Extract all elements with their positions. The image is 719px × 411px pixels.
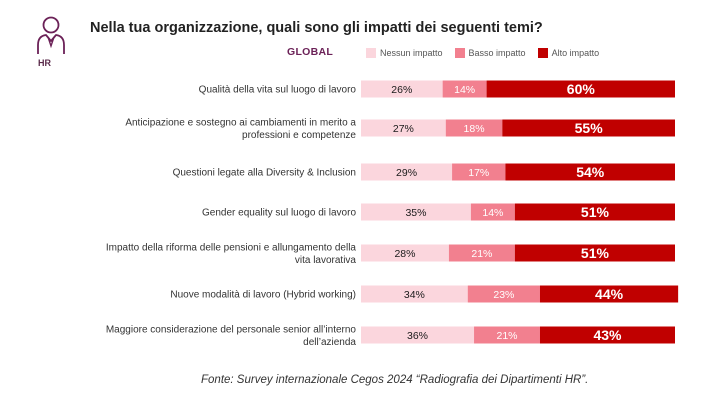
data-label: 43% (593, 327, 622, 343)
category-label: professioni e competenze (242, 130, 356, 141)
category-label: Nuove modalità di lavoro (Hybrid working… (170, 290, 356, 301)
data-label: 36% (407, 330, 428, 342)
data-label: 21% (471, 248, 492, 260)
chart-legend: Nessun impatto Basso impatto Alto impatt… (366, 48, 599, 58)
bar-segment-alto (505, 163, 675, 181)
data-label: 28% (394, 248, 415, 260)
legend-label: Alto impatto (551, 48, 600, 58)
category-label: Impatto della riforma delle pensioni e a… (106, 242, 357, 253)
bar-segment-alto (502, 119, 675, 137)
source-note: Fonte: Survey internazionale Cegos 2024 … (201, 374, 589, 386)
legend-item-alto: Alto impatto (537, 48, 600, 58)
hr-person-icon (34, 14, 68, 74)
legend-item-basso: Basso impatto (454, 48, 526, 58)
bar-segment-basso (470, 203, 515, 221)
legend-label: Nessun impatto (380, 48, 443, 58)
legend-label: Basso impatto (468, 48, 526, 58)
hr-badge-label: HR (38, 58, 51, 68)
bar-segment-alto (514, 203, 675, 221)
data-label: 23% (493, 289, 514, 301)
bar-segment-nessun (361, 119, 446, 137)
bar-segment-alto (539, 326, 675, 344)
bar-segment-basso (452, 163, 506, 181)
data-label: 35% (405, 207, 426, 219)
bar-segment-basso (442, 80, 487, 98)
chart-title: Nella tua organizzazione, quali sono gli… (90, 20, 543, 36)
bar-segment-alto (514, 244, 675, 262)
bar-segment-nessun (361, 203, 471, 221)
data-label: 29% (396, 167, 417, 179)
bar-segment-nessun (361, 80, 443, 98)
legend-item-nessun: Nessun impatto (366, 48, 443, 58)
data-label: 14% (454, 84, 475, 96)
bar-segment-nessun (361, 285, 468, 303)
data-label: 51% (581, 204, 610, 220)
data-label: 27% (393, 123, 414, 135)
category-label: Questioni legate alla Diversity & Inclus… (173, 168, 356, 179)
category-label: Maggiore considerazione del personale se… (106, 324, 357, 335)
data-label: 60% (567, 81, 596, 97)
data-label: 17% (468, 167, 489, 179)
category-label: vita lavorativa (295, 255, 357, 266)
data-label: 18% (464, 123, 485, 135)
bar-segment-alto (539, 285, 679, 303)
legend-swatch (366, 48, 376, 58)
bar-segment-nessun (361, 326, 475, 344)
category-label: dell’azienda (303, 337, 356, 348)
category-label: Gender equality sul luogo di lavoro (202, 208, 356, 219)
bar-segment-basso (445, 119, 503, 137)
data-label: 55% (575, 120, 604, 136)
data-label: 54% (576, 164, 605, 180)
data-label: 44% (595, 286, 624, 302)
data-label: 14% (482, 207, 503, 219)
bar-segment-basso (448, 244, 515, 262)
bar-segment-alto (486, 80, 675, 98)
data-label: 51% (581, 245, 610, 261)
data-label: 21% (497, 330, 518, 342)
legend-swatch (454, 48, 465, 58)
bar-segment-nessun (361, 163, 453, 181)
data-label: 34% (404, 289, 425, 301)
bar-segment-basso (467, 285, 540, 303)
bar-segment-nessun (361, 244, 449, 262)
legend-swatch (537, 48, 548, 58)
data-label: 26% (391, 84, 412, 96)
bar-segment-basso (474, 326, 540, 344)
category-label: Qualità della vita sul luogo di lavoro (199, 85, 357, 96)
group-label: GLOBAL (287, 46, 334, 58)
category-label: Anticipazione e sostegno ai cambiamenti … (125, 117, 356, 128)
